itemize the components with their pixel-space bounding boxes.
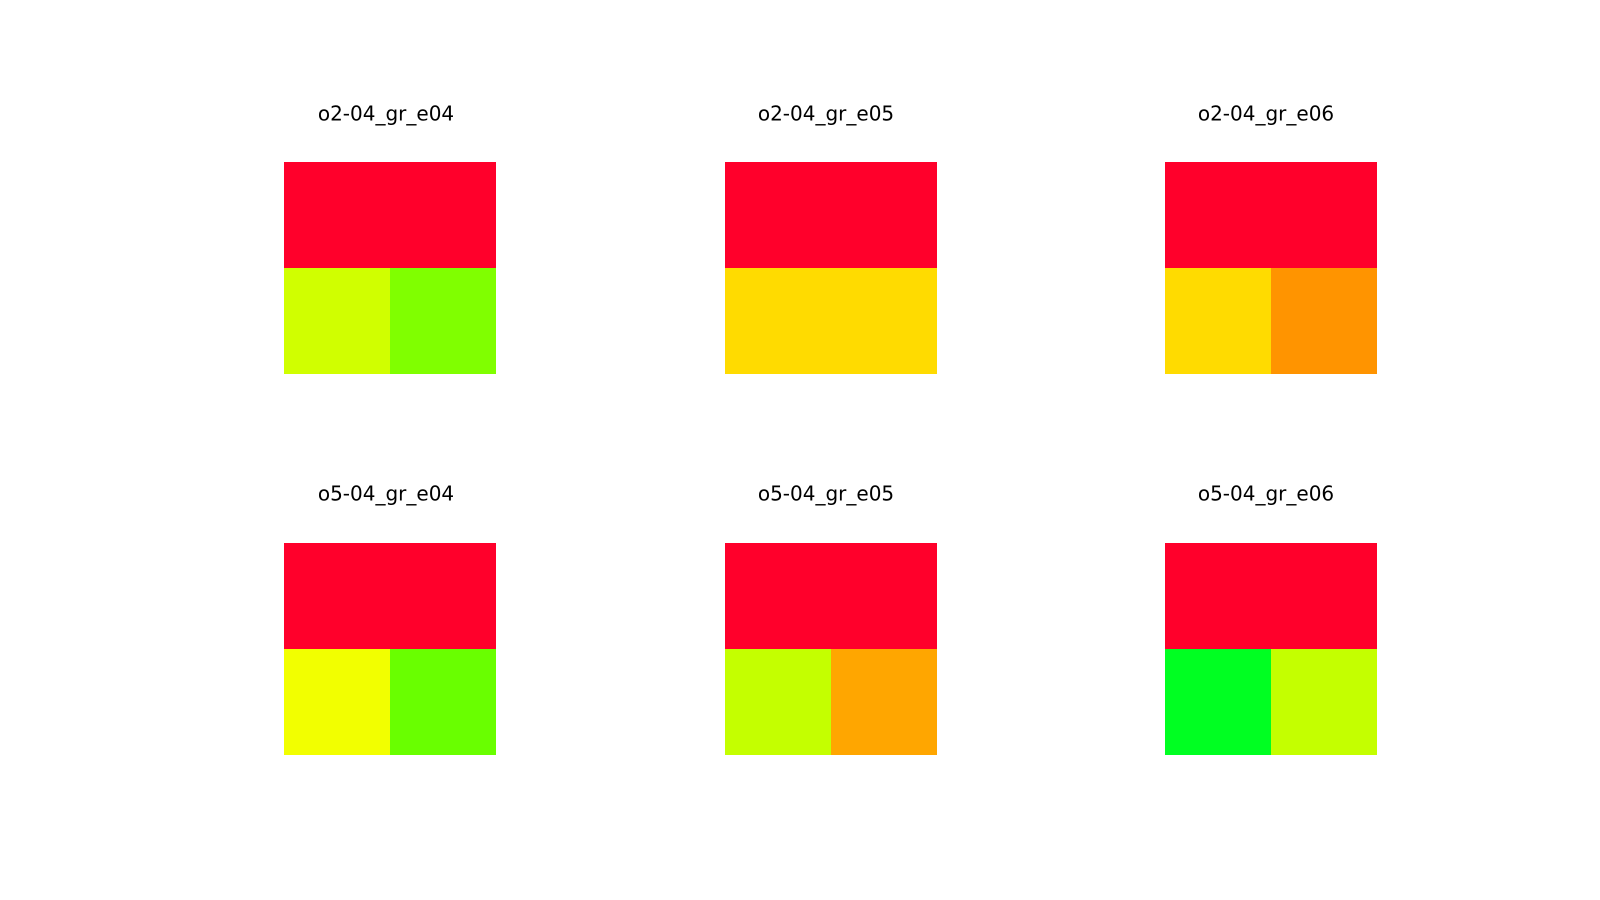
heatmap-cell	[284, 543, 496, 649]
heatmap-cell	[725, 543, 937, 649]
panel-title: o5-04_gr_e06	[1198, 482, 1334, 506]
panel-title: o5-04_gr_e05	[758, 482, 894, 506]
heatmap-cell	[725, 649, 831, 755]
panel-title: o2-04_gr_e06	[1198, 102, 1334, 126]
heatmap-cell	[725, 162, 937, 268]
heatmap-cell	[725, 268, 937, 374]
heatmap-grid	[725, 543, 937, 755]
panel: o2-04_gr_e04	[284, 102, 496, 374]
heatmap-grid	[284, 162, 496, 374]
panel-title: o5-04_gr_e04	[318, 482, 454, 506]
heatmap-cell	[1271, 649, 1377, 755]
panel: o2-04_gr_e05	[725, 102, 937, 374]
heatmap-grid	[1165, 162, 1377, 374]
panel: o2-04_gr_e06	[1165, 102, 1377, 374]
heatmap-cell	[831, 649, 937, 755]
heatmap-grid	[725, 162, 937, 374]
heatmap-cell	[1165, 162, 1377, 268]
panel: o5-04_gr_e05	[725, 482, 937, 755]
heatmap-cell	[1165, 649, 1271, 755]
heatmap-grid	[284, 543, 496, 755]
panel: o5-04_gr_e04	[284, 482, 496, 755]
heatmap-cell	[1165, 543, 1377, 649]
panel: o5-04_gr_e06	[1165, 482, 1377, 755]
heatmap-cell	[284, 649, 390, 755]
panel-title: o2-04_gr_e05	[758, 102, 894, 126]
heatmap-cell	[1165, 268, 1271, 374]
heatmap-cell	[284, 162, 496, 268]
heatmap-cell	[1271, 268, 1377, 374]
heatmap-cell	[390, 649, 496, 755]
heatmap-cell	[284, 268, 390, 374]
panel-title: o2-04_gr_e04	[318, 102, 454, 126]
heatmap-grid	[1165, 543, 1377, 755]
heatmap-cell	[390, 268, 496, 374]
